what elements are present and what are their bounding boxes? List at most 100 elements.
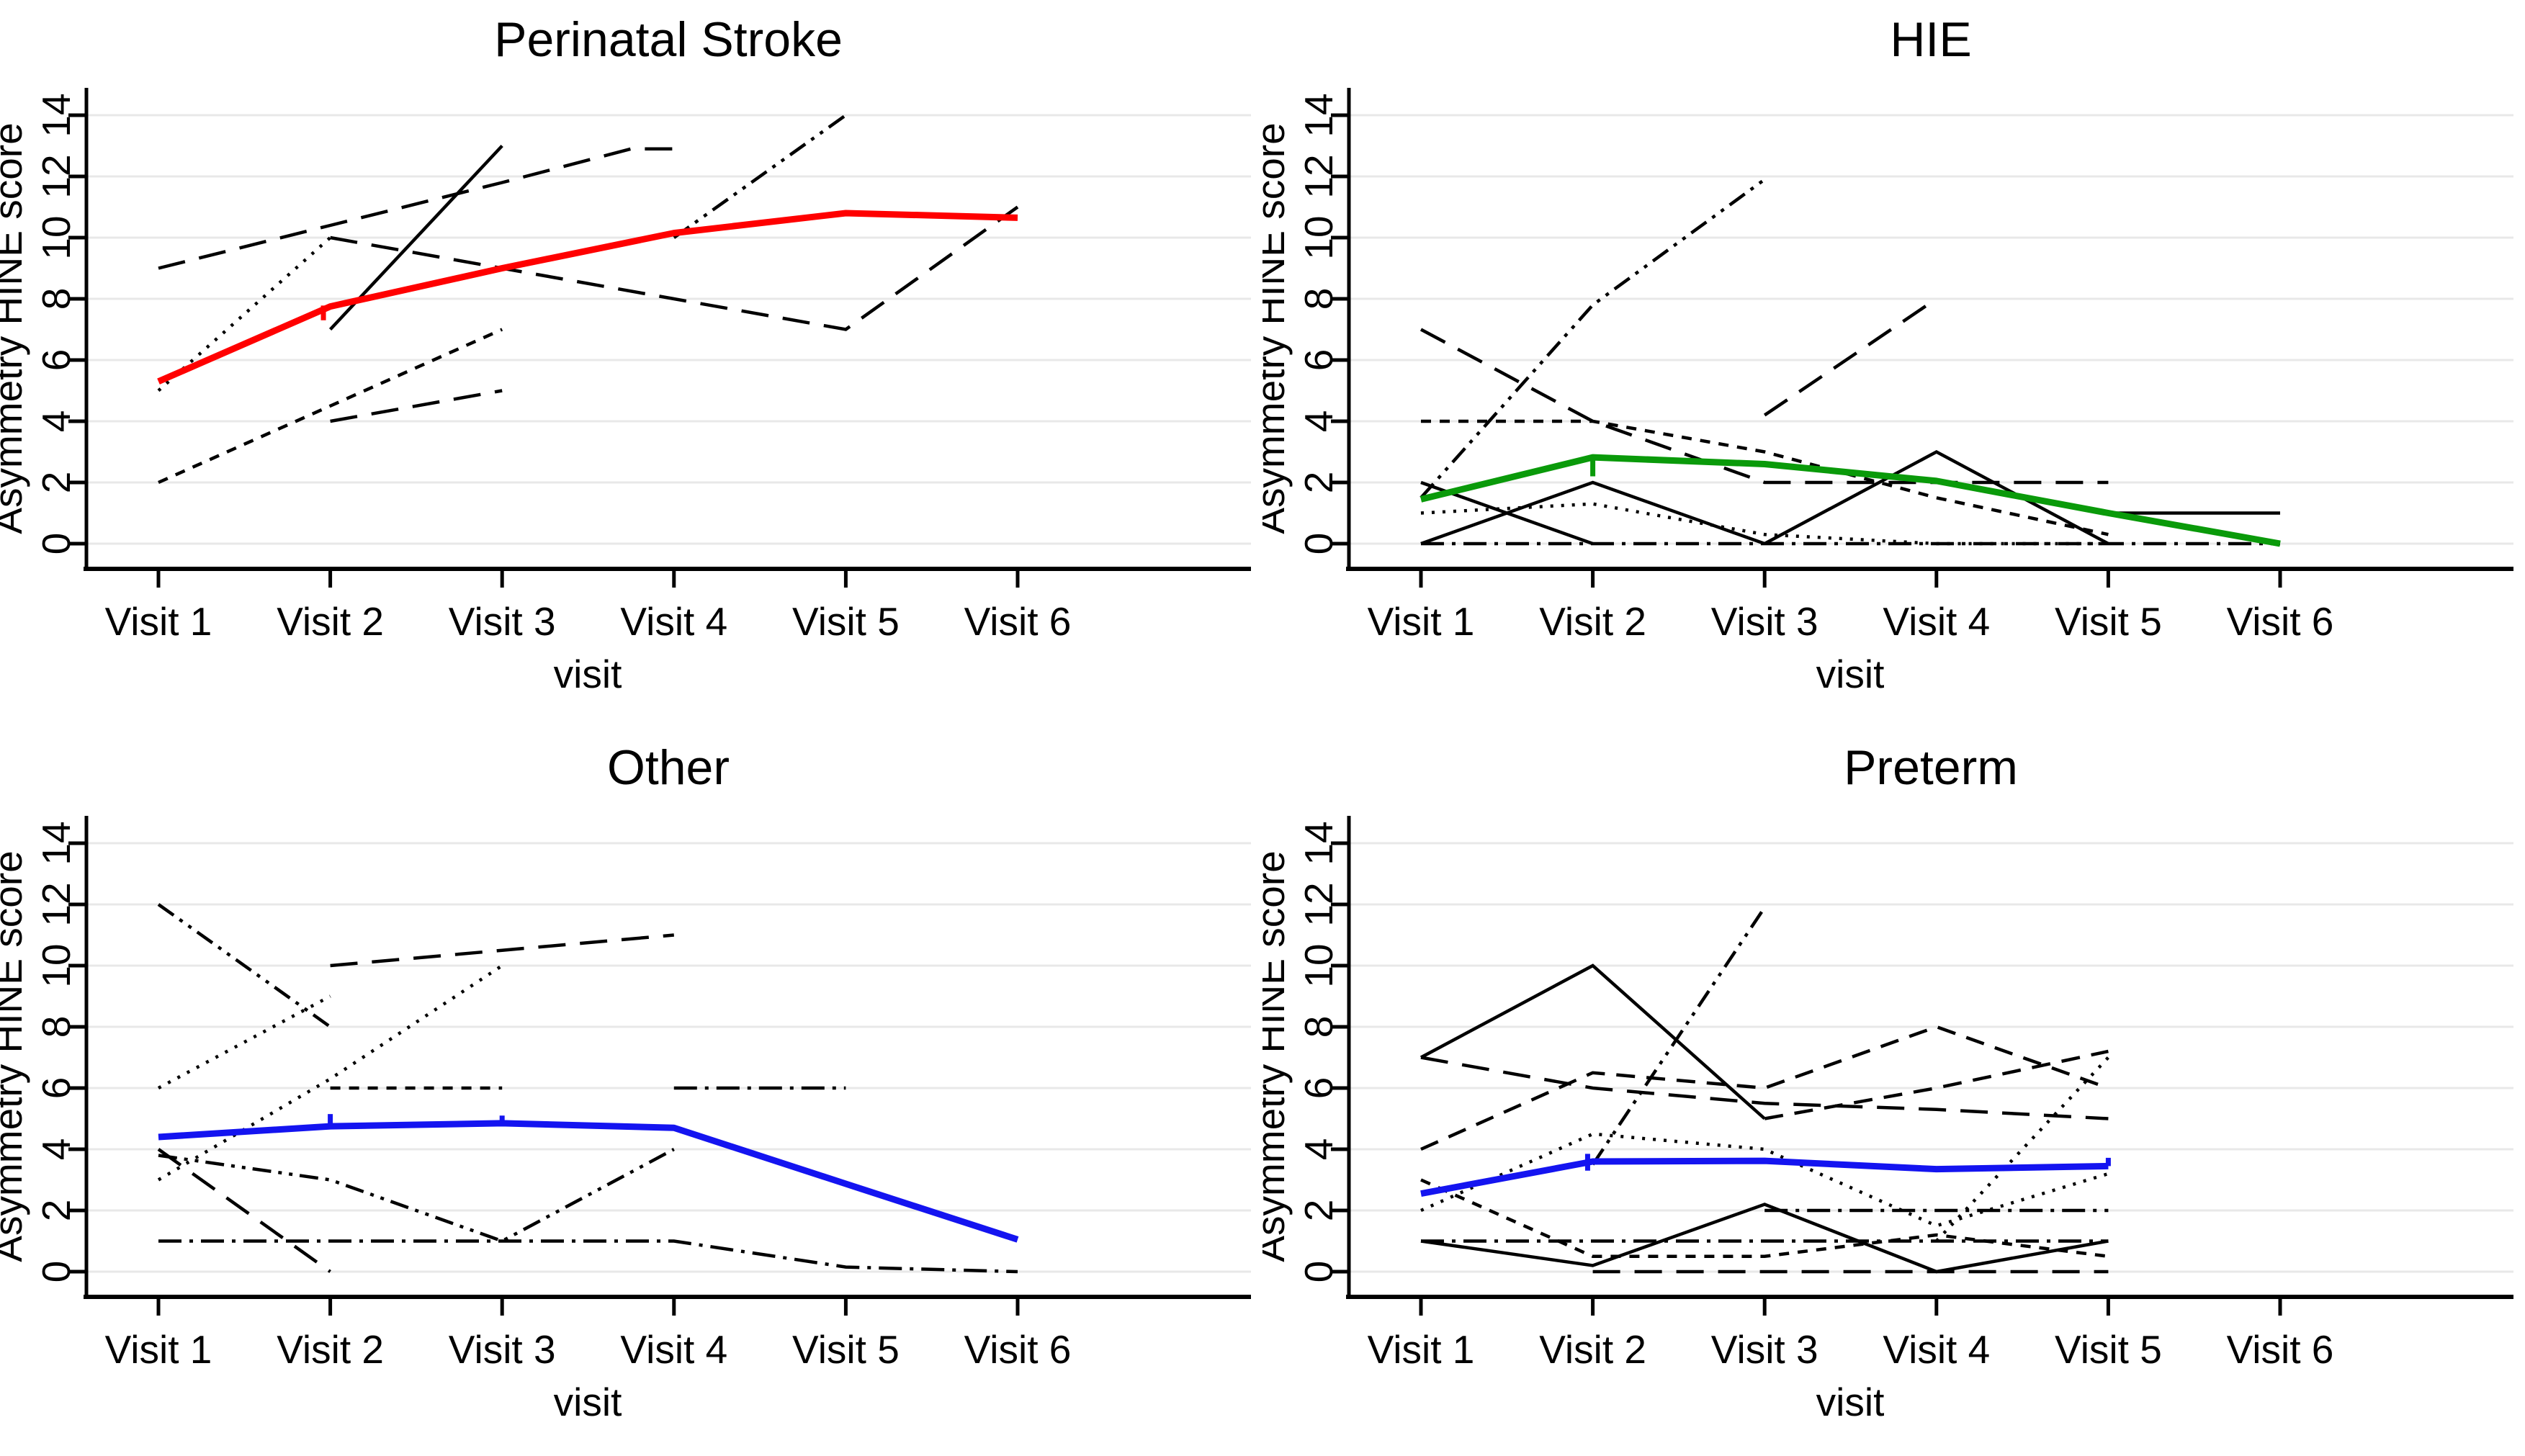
trajectory-dashdotdot xyxy=(158,1148,675,1243)
panel-title: HIE xyxy=(1890,12,1971,67)
trajectory-solid xyxy=(1764,449,2109,545)
y-tick-label: 12 xyxy=(34,882,79,926)
x-axis-title: visit xyxy=(1816,652,1885,696)
trajectory-dashdotdot xyxy=(157,903,331,1028)
y-axis-title: Asymmetry HINE score xyxy=(1262,122,1293,534)
mean-hie xyxy=(1420,454,2281,547)
y-tick-label: 6 xyxy=(34,349,79,372)
x-tick-label: Visit 4 xyxy=(1883,1327,1990,1372)
trajectory-solid xyxy=(1420,480,1765,546)
y-axis-title: Asymmetry HINE score xyxy=(0,850,30,1262)
y-tick-label: 10 xyxy=(34,943,79,987)
x-tick-label: Visit 6 xyxy=(964,1327,1072,1372)
y-tick-label: 14 xyxy=(34,821,79,865)
x-tick-label: Visit 2 xyxy=(277,599,384,644)
y-tick-label: 4 xyxy=(1296,410,1341,433)
x-axis-title: visit xyxy=(554,1380,622,1424)
x-tick-label: Visit 1 xyxy=(1368,599,1475,644)
trajectory-longdash xyxy=(330,933,674,968)
trajectory-solid xyxy=(1420,1203,2109,1274)
y-tick-label: 14 xyxy=(1296,93,1341,137)
panel-title: Other xyxy=(607,740,730,795)
chart-preterm: 0 2 4 6 8 10 12 14 Visit 1 Visit 2 Visit 3 Visit 4 V… xyxy=(1262,740,2513,1424)
y-tick-label: 8 xyxy=(1296,288,1341,310)
y-tick-label: 0 xyxy=(1296,1261,1341,1283)
y-tick-label: 2 xyxy=(34,472,79,494)
panel-title: Perinatal Stroke xyxy=(494,12,843,67)
panel-title: Preterm xyxy=(1844,740,2018,795)
y-tick-label: 10 xyxy=(34,215,79,259)
trajectory-longdash xyxy=(330,389,503,423)
y-tick-label: 6 xyxy=(1296,1077,1341,1100)
x-tick-label: Visit 5 xyxy=(2055,1327,2162,1372)
y-tick-label: 4 xyxy=(1296,1138,1341,1161)
y-tick-label: 8 xyxy=(34,1016,79,1038)
x-tick-label: Visit 1 xyxy=(105,599,212,644)
trajectory-shortdash xyxy=(158,328,503,485)
x-tick-label: Visit 3 xyxy=(1711,1327,1818,1372)
panel-hie: 0 2 4 6 8 10 12 14 Visit 1 Visit 2 Visit 3 Visit 4 V… xyxy=(1262,0,2525,728)
trajectory-dashdot xyxy=(158,1239,1018,1274)
chart-other: 0 2 4 6 8 10 12 14 Visit 1 Visit 2 Visit 3 Visit 4 V… xyxy=(0,740,1251,1424)
trajectory-dashdotdot xyxy=(1420,178,1766,499)
y-tick-label: 10 xyxy=(1296,215,1341,259)
trajectory-shortdash xyxy=(1420,1178,2109,1258)
trajectory-dash xyxy=(1420,1025,2109,1151)
x-tick-label: Visit 6 xyxy=(964,599,1072,644)
y-tick-label: 6 xyxy=(34,1077,79,1100)
y-tick-label: 10 xyxy=(1296,943,1341,987)
y-axis-title: Asymmetry HINE score xyxy=(1262,850,1293,1262)
x-tick-label: Visit 4 xyxy=(1883,599,1990,644)
x-tick-label: Visit 3 xyxy=(449,1327,556,1372)
x-tick-label: Visit 4 xyxy=(620,1327,727,1372)
trajectory-dashdotdot xyxy=(673,114,847,239)
x-tick-label: Visit 1 xyxy=(105,1327,212,1372)
trajectory-dotted xyxy=(157,994,331,1089)
y-tick-label: 2 xyxy=(1296,472,1341,494)
trajectory-longdash xyxy=(1763,297,1938,417)
x-tick-label: Visit 4 xyxy=(620,599,727,644)
x-tick-label: Visit 3 xyxy=(449,599,556,644)
y-tick-label: 2 xyxy=(34,1200,79,1222)
y-tick-label: 0 xyxy=(1296,533,1341,555)
chart-perinatal-stroke: 0 2 4 6 8 10 12 14 Visit 1 Visit 2 Visit 3 Visit 4 V… xyxy=(0,12,1251,696)
y-tick-label: 2 xyxy=(1296,1200,1341,1222)
x-tick-label: Visit 3 xyxy=(1711,599,1818,644)
y-tick-label: 0 xyxy=(34,533,79,555)
x-tick-label: Visit 6 xyxy=(2227,1327,2334,1372)
y-tick-label: 12 xyxy=(34,154,79,198)
y-tick-label: 14 xyxy=(34,93,79,137)
x-tick-label: Visit 5 xyxy=(792,599,900,644)
chart-hie: 0 2 4 6 8 10 12 14 Visit 1 Visit 2 Visit 3 Visit 4 V… xyxy=(1262,12,2513,696)
x-tick-label: Visit 6 xyxy=(2227,599,2334,644)
mean-other xyxy=(158,1120,1019,1243)
x-tick-label: Visit 1 xyxy=(1368,1327,1475,1372)
y-tick-label: 8 xyxy=(34,288,79,310)
panel-other: 0 2 4 6 8 10 12 14 Visit 1 Visit 2 Visit 3 Visit 4 V… xyxy=(0,728,1262,1456)
panel-perinatal-stroke: 0 2 4 6 8 10 12 14 Visit 1 Visit 2 Visit 3 Visit 4 V… xyxy=(0,0,1262,728)
x-tick-label: Visit 5 xyxy=(2055,599,2162,644)
trajectory-longdash xyxy=(1420,328,2109,485)
x-tick-label: Visit 2 xyxy=(1539,599,1646,644)
x-axis-title: visit xyxy=(1816,1380,1885,1424)
y-tick-label: 6 xyxy=(1296,349,1341,372)
trajectory-shortdash xyxy=(1421,419,2109,536)
mean-perinatal-stroke xyxy=(157,210,1018,385)
x-tick-label: Visit 2 xyxy=(277,1327,384,1372)
y-tick-label: 0 xyxy=(34,1261,79,1283)
trajectory-longdash xyxy=(158,147,674,270)
x-tick-label: Visit 5 xyxy=(792,1327,900,1372)
trajectory-longdash xyxy=(157,1148,331,1273)
trajectory-longdash xyxy=(330,205,1019,331)
x-axis-title: visit xyxy=(554,652,622,696)
panel-preterm: 0 2 4 6 8 10 12 14 Visit 1 Visit 2 Visit 3 Visit 4 V… xyxy=(1262,728,2525,1456)
trajectory-longdash xyxy=(1420,1056,2109,1120)
trajectory-dashdotdot xyxy=(1591,906,1767,1166)
y-tick-label: 14 xyxy=(1296,821,1341,865)
y-tick-label: 8 xyxy=(1296,1016,1341,1038)
trajectory-dotted xyxy=(1420,1132,2109,1228)
trajectory-dotted xyxy=(1420,502,2109,546)
mean-preterm xyxy=(1420,1157,2109,1197)
x-tick-label: Visit 2 xyxy=(1539,1327,1646,1372)
